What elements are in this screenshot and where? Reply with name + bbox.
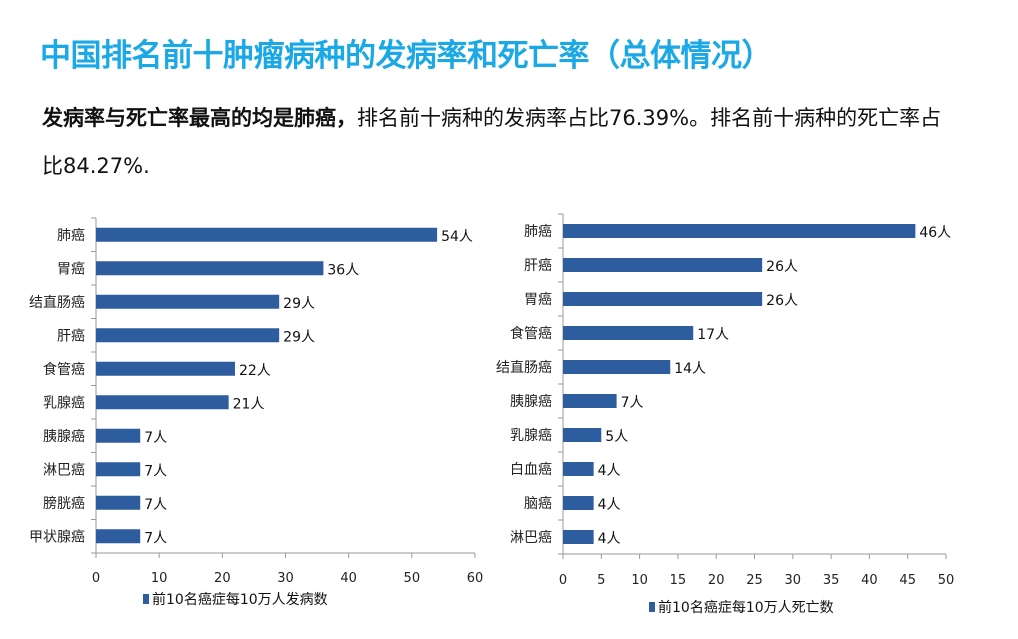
x-tick-label: 15 [670, 573, 687, 588]
description: 发病率与死亡率最高的均是肺癌，排名前十病种的发病率占比76.39%。排名前十病种… [42, 94, 942, 190]
x-tick-label: 60 [467, 571, 484, 586]
bar [96, 495, 141, 510]
x-tick-label: 30 [277, 571, 294, 586]
data-label: 22人 [239, 363, 271, 379]
category-label: 胃癌 [524, 292, 552, 308]
bar [96, 361, 235, 376]
category-label: 淋巴癌 [510, 530, 552, 546]
category-label: 白血癌 [510, 462, 552, 478]
data-label: 5人 [605, 429, 628, 445]
category-label: 肺癌 [57, 228, 85, 244]
data-label: 36人 [327, 262, 359, 278]
category-label: 淋巴癌 [43, 462, 85, 478]
legend-marker [649, 602, 655, 612]
bar [563, 258, 763, 272]
description-text: 排名前十病种的发病率占比76.39%。排名前十病种的死亡率占比84.27%. [42, 106, 942, 178]
category-label: 甲状腺癌 [29, 529, 85, 545]
category-label: 乳腺癌 [510, 428, 552, 444]
data-label: 54人 [441, 229, 473, 245]
category-label: 膀胱癌 [43, 495, 85, 512]
x-tick-label: 20 [214, 571, 231, 586]
x-tick-label: 30 [785, 573, 802, 588]
data-label: 46人 [919, 225, 951, 241]
x-tick-label: 20 [708, 573, 725, 588]
data-label: 7人 [621, 395, 644, 411]
x-tick-label: 40 [861, 573, 878, 588]
x-tick-label: 10 [151, 571, 168, 586]
data-label: 14人 [674, 361, 706, 377]
x-tick-label: 0 [92, 571, 100, 586]
bar [96, 462, 141, 477]
x-tick-label: 35 [823, 573, 840, 588]
bar [563, 394, 617, 408]
category-label: 胃癌 [57, 261, 85, 277]
description-highlight: 发病率与死亡率最高的均是肺癌， [42, 106, 357, 130]
category-label: 肺癌 [524, 224, 552, 240]
x-tick-label: 0 [559, 573, 567, 588]
data-label: 7人 [144, 530, 167, 546]
category-label: 肝癌 [57, 328, 85, 344]
data-label: 4人 [598, 531, 621, 547]
category-label: 胰腺癌 [510, 394, 552, 410]
legend-label: 前10名癌症每10万人发病数 [152, 591, 328, 608]
category-label: 结直肠癌 [496, 359, 552, 376]
bar [96, 395, 229, 410]
data-label: 26人 [766, 293, 798, 309]
bar [563, 326, 694, 340]
data-label: 26人 [766, 259, 798, 275]
x-tick-label: 10 [631, 573, 648, 588]
legend-label: 前10名癌症每10万人死亡数 [658, 599, 834, 616]
bar [96, 227, 438, 242]
bar [563, 292, 763, 306]
bar [96, 428, 141, 443]
data-label: 29人 [283, 296, 315, 312]
data-label: 4人 [598, 463, 621, 479]
x-tick-label: 25 [746, 573, 763, 588]
category-label: 食管癌 [43, 361, 85, 378]
category-label: 肝癌 [524, 258, 552, 274]
bar [563, 530, 594, 544]
data-label: 21人 [233, 396, 265, 412]
bar [563, 360, 671, 374]
data-label: 29人 [283, 329, 315, 345]
data-label: 7人 [144, 430, 167, 446]
bar [96, 261, 324, 276]
x-tick-label: 45 [899, 573, 916, 588]
x-tick-label: 5 [597, 573, 605, 588]
data-label: 7人 [144, 497, 167, 513]
category-label: 乳腺癌 [43, 395, 85, 411]
page-title: 中国排名前十肿瘤病种的发病率和死亡率（总体情况） [40, 38, 773, 74]
x-tick-label: 40 [340, 571, 357, 586]
bar [96, 529, 141, 544]
bar [563, 462, 594, 476]
x-tick-label: 50 [404, 571, 421, 586]
data-label: 4人 [598, 497, 621, 513]
data-label: 7人 [144, 463, 167, 479]
legend-marker [143, 594, 149, 604]
x-tick-label: 50 [938, 573, 955, 588]
category-label: 胰腺癌 [43, 429, 85, 445]
bar [96, 328, 280, 343]
category-label: 食管癌 [510, 325, 552, 342]
bar [563, 428, 602, 442]
category-label: 结直肠癌 [29, 294, 85, 311]
bar [96, 294, 280, 309]
bar [563, 496, 594, 510]
bar [563, 224, 916, 238]
data-label: 17人 [697, 327, 729, 343]
category-label: 脑癌 [524, 496, 552, 512]
